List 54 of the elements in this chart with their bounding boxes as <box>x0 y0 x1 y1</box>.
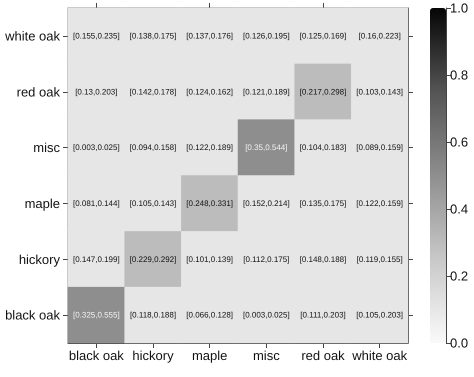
data-label: [0.137,0.176] <box>186 31 234 40</box>
data-label: [0.003,0.025] <box>242 310 290 320</box>
data-label: [0.325,0.555] <box>72 310 120 320</box>
data-label: [0.148,0.188] <box>300 254 346 264</box>
data-label: [0.248,0.331] <box>186 198 234 208</box>
color-bar-label: 0.6 <box>450 134 468 150</box>
data-label: [0.101,0.139] <box>186 254 234 264</box>
data-label: [0.104,0.183] <box>300 143 346 152</box>
x-tick-label: black oak <box>68 348 124 363</box>
color-bar-label: 0.4 <box>450 202 468 216</box>
data-label: [0.122,0.159] <box>356 198 404 208</box>
data-label: [0.217,0.298] <box>300 87 346 96</box>
data-label: [0.35,0.544] <box>245 143 288 152</box>
data-label: [0.147,0.199] <box>72 254 120 264</box>
color-bar-label: 1.0 <box>450 0 468 16</box>
data-label: [0.126,0.195] <box>242 31 290 40</box>
data-label: [0.125,0.169] <box>300 31 346 40</box>
y-tick-label: red oak <box>16 84 60 100</box>
x-tick-label: maple <box>192 348 228 363</box>
y-tick-label: white oak <box>4 28 60 44</box>
x-tick-label: hickory <box>132 348 174 363</box>
data-label: [0.122,0.189] <box>186 143 234 152</box>
data-label: [0.081,0.144] <box>72 198 120 208</box>
data-label: [0.152,0.214] <box>242 198 290 208</box>
data-label: [0.111,0.203] <box>300 310 346 320</box>
data-label: [0.105,0.203] <box>356 310 404 320</box>
data-label: [0.13,0.203] <box>75 87 118 96</box>
y-tick-label: black oak <box>5 308 60 323</box>
data-label: [0.121,0.189] <box>242 87 290 96</box>
data-label: [0.094,0.158] <box>130 143 176 152</box>
y-tick-label: maple <box>24 196 60 211</box>
data-label: [0.003,0.025] <box>72 143 120 152</box>
data-label: [0.105,0.143] <box>130 198 176 208</box>
data-label: [0.142,0.178] <box>130 87 176 96</box>
data-label: [0.124,0.162] <box>186 87 234 96</box>
x-tick-label: misc <box>252 348 280 363</box>
y-tick-label: misc <box>33 140 60 156</box>
data-label: [0.103,0.143] <box>356 87 404 96</box>
y-tick-label: hickory <box>18 252 60 267</box>
data-label: [0.089,0.159] <box>356 143 404 152</box>
data-label: [0.138,0.175] <box>130 31 176 40</box>
data-label: [0.135,0.175] <box>300 198 346 208</box>
x-tick-label: red oak <box>301 348 346 363</box>
data-label: [0.16,0.223] <box>358 31 401 40</box>
x-tick-label: white oak <box>351 348 408 363</box>
data-label: [0.155,0.235] <box>72 31 120 40</box>
data-label: [0.119,0.155] <box>356 254 403 264</box>
data-label: [0.112,0.175] <box>243 254 290 264</box>
color-bar-label: 0.8 <box>450 68 468 82</box>
data-label: [0.066,0.128] <box>186 310 234 320</box>
data-label: [0.118,0.188] <box>130 310 176 320</box>
color-bar-label: 0.0 <box>450 336 468 350</box>
color-bar-label: 0.2 <box>450 268 468 284</box>
data-label: [0.229,0.292] <box>130 254 176 264</box>
